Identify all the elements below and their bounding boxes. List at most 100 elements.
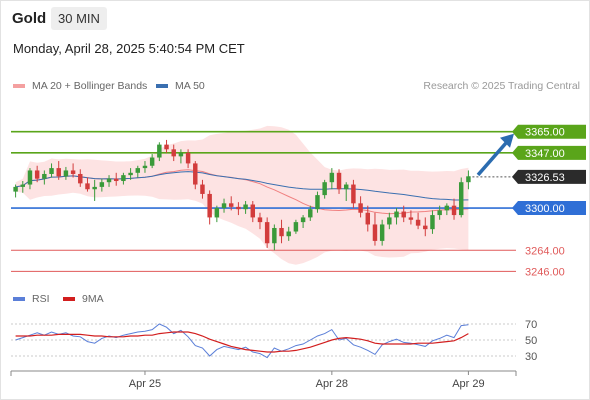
x-tick-label-1: Apr 28 bbox=[316, 378, 348, 390]
candle-body-49 bbox=[365, 212, 371, 225]
candle-body-7 bbox=[63, 170, 69, 177]
candle-body-29 bbox=[221, 203, 227, 209]
ma50-swatch bbox=[156, 84, 168, 88]
candle-body-47 bbox=[351, 184, 356, 204]
ma50-label: MA 50 bbox=[175, 80, 205, 92]
candle-body-61 bbox=[451, 205, 457, 216]
candle-body-18 bbox=[142, 165, 148, 169]
candle-body-50 bbox=[372, 224, 378, 241]
candle-body-41 bbox=[308, 209, 313, 218]
bollinger-band-fill bbox=[15, 125, 469, 265]
candle-body-48 bbox=[358, 203, 363, 213]
candle-body-33 bbox=[250, 204, 256, 218]
candle-body-53 bbox=[394, 211, 399, 218]
level-box-0 bbox=[512, 124, 586, 139]
candle-body-36 bbox=[272, 227, 277, 244]
candle-body-56 bbox=[415, 219, 421, 226]
candle-body-8 bbox=[70, 170, 76, 174]
candle-body-39 bbox=[293, 222, 299, 232]
candle-body-14 bbox=[113, 178, 119, 182]
level-box-1 bbox=[512, 145, 586, 160]
candle-body-34 bbox=[257, 217, 263, 223]
candle-body-58 bbox=[430, 215, 435, 230]
candle-body-21 bbox=[164, 144, 169, 150]
level-label-0: 3365.00 bbox=[525, 127, 565, 139]
candle-body-2 bbox=[27, 170, 33, 185]
ma20-label: MA 20 + Bollinger Bands bbox=[32, 80, 148, 92]
candle-body-43 bbox=[322, 182, 327, 196]
legend-ma50: MA 50 bbox=[156, 80, 205, 92]
candle-body-59 bbox=[437, 210, 442, 216]
x-tick-label-2: Apr 29 bbox=[452, 378, 484, 390]
level-label-4: 3246.00 bbox=[525, 266, 565, 278]
datetime-label: Monday, April 28, 2025 5:40:54 PM CET bbox=[13, 41, 245, 56]
rsi-label: RSI bbox=[32, 293, 50, 305]
candle-body-26 bbox=[200, 184, 205, 194]
candle-body-57 bbox=[423, 225, 428, 230]
legend-9ma: 9MA bbox=[63, 293, 104, 305]
candle-body-32 bbox=[243, 204, 248, 210]
candle-body-23 bbox=[178, 152, 184, 157]
candle-body-12 bbox=[99, 182, 105, 187]
source-label: Research © 2025 Trading Central bbox=[423, 80, 580, 92]
timeframe-button[interactable]: 30 MIN bbox=[51, 7, 107, 30]
candle-body-0 bbox=[13, 186, 18, 192]
candle-body-17 bbox=[135, 168, 141, 173]
candle-body-30 bbox=[228, 203, 234, 207]
candle-body-1 bbox=[20, 184, 26, 187]
x-tick-label-0: Apr 25 bbox=[129, 378, 161, 390]
candle-body-24 bbox=[185, 152, 191, 164]
candle-body-15 bbox=[121, 175, 126, 182]
level-label-2: 3300.00 bbox=[525, 203, 565, 215]
candle-body-63 bbox=[466, 176, 471, 183]
candle-body-11 bbox=[92, 186, 97, 190]
ma9-label: 9MA bbox=[82, 293, 104, 305]
ma50-line bbox=[15, 171, 469, 201]
ma9-swatch bbox=[63, 297, 75, 301]
candle-body-16 bbox=[128, 172, 133, 176]
rsi-ma-line bbox=[15, 331, 469, 353]
candle-body-38 bbox=[286, 231, 291, 237]
rsi-tick-label-2: 30 bbox=[525, 351, 537, 363]
chart-header: Gold 30 MIN bbox=[0, 0, 590, 36]
candle-body-28 bbox=[214, 208, 220, 218]
legend-ma20: MA 20 + Bollinger Bands bbox=[13, 80, 147, 92]
candle-body-25 bbox=[193, 163, 198, 185]
candle-body-37 bbox=[279, 227, 284, 237]
candle-body-4 bbox=[42, 173, 47, 179]
candle-body-54 bbox=[401, 211, 406, 218]
candle-body-3 bbox=[34, 170, 40, 179]
level-label-3: 3264.00 bbox=[525, 245, 565, 257]
candle-body-27 bbox=[207, 193, 212, 218]
rsi-tick-label-1: 50 bbox=[525, 335, 537, 347]
rsi-tick-label-0: 70 bbox=[525, 319, 537, 331]
current-price-box bbox=[512, 169, 586, 184]
candle-body-19 bbox=[149, 157, 155, 166]
candle-body-55 bbox=[408, 217, 414, 220]
candle-body-31 bbox=[236, 206, 241, 210]
candle-body-22 bbox=[171, 149, 176, 157]
candle-body-35 bbox=[264, 222, 270, 244]
forecast-arrow-line bbox=[476, 139, 510, 177]
candle-body-62 bbox=[458, 182, 464, 216]
candle-body-5 bbox=[49, 168, 54, 174]
current-price-label: 3326.53 bbox=[525, 172, 565, 184]
level-box-2 bbox=[512, 201, 586, 216]
candle-body-44 bbox=[329, 172, 335, 183]
candle-body-42 bbox=[315, 195, 320, 210]
candle-body-45 bbox=[336, 172, 342, 190]
symbol-title: Gold bbox=[12, 10, 47, 27]
candle-body-20 bbox=[157, 144, 162, 158]
rsi-swatch bbox=[13, 297, 25, 301]
candle-body-13 bbox=[106, 178, 112, 183]
legend-rsi: RSI bbox=[13, 293, 50, 305]
candle-body-10 bbox=[85, 183, 90, 190]
ma20-swatch bbox=[13, 84, 25, 88]
rsi-line bbox=[15, 323, 469, 359]
candle-body-6 bbox=[56, 168, 61, 177]
candle-body-51 bbox=[379, 224, 385, 241]
candle-body-40 bbox=[300, 217, 306, 223]
forecast-arrow-head bbox=[500, 133, 514, 148]
candle-body-9 bbox=[78, 173, 83, 184]
